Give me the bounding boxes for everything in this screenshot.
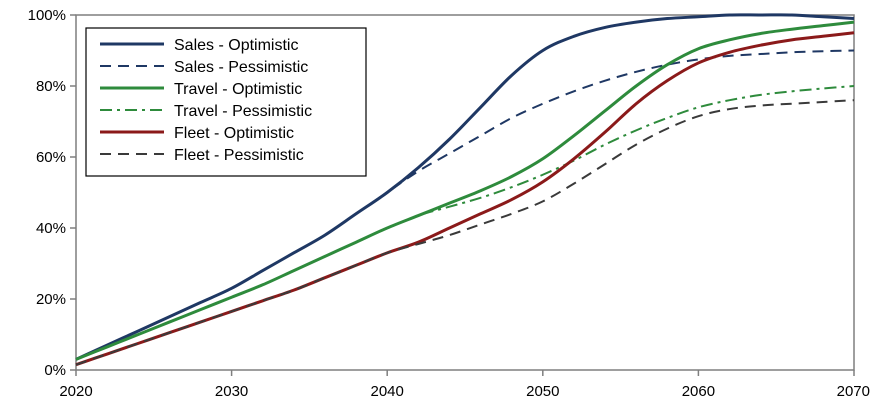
- series-line: [75, 99, 855, 366]
- axes: 0% 20% 40% 60% 80% 100% 2020 2030 2040 2050 2060 20…: [28, 7, 870, 400]
- series-line: [75, 49, 855, 361]
- y-tick-label: 20%: [36, 291, 66, 308]
- legend: Sales - Optimistic Sales - Pessimistic Tra…: [85, 27, 367, 177]
- legend-label: Fleet - Pessimistic: [174, 147, 304, 164]
- x-tick-label: 2030: [215, 383, 248, 400]
- series-line: [75, 13, 855, 361]
- legend-label: Travel - Optimistic: [174, 81, 302, 98]
- x-tick-label: 2060: [682, 383, 715, 400]
- y-tick-label: 60%: [36, 149, 66, 166]
- y-tick-label: 0%: [44, 362, 66, 379]
- x-tick-label: 2050: [526, 383, 559, 400]
- y-tick-label: 80%: [36, 78, 66, 95]
- series-lines: [75, 13, 855, 367]
- legend-label: Sales - Optimistic: [174, 37, 298, 54]
- legend-label: Sales - Pessimistic: [174, 59, 308, 76]
- y-tick-label: 40%: [36, 220, 66, 237]
- x-tick-label: 2070: [837, 383, 870, 400]
- legend-label: Travel - Pessimistic: [174, 103, 312, 120]
- x-tick-label: 2040: [371, 383, 404, 400]
- series-line: [75, 85, 855, 361]
- legend-label: Fleet - Optimistic: [174, 125, 294, 142]
- x-tick-label: 2020: [59, 383, 92, 400]
- y-tick-label: 100%: [28, 7, 66, 24]
- legend-box: [85, 27, 367, 177]
